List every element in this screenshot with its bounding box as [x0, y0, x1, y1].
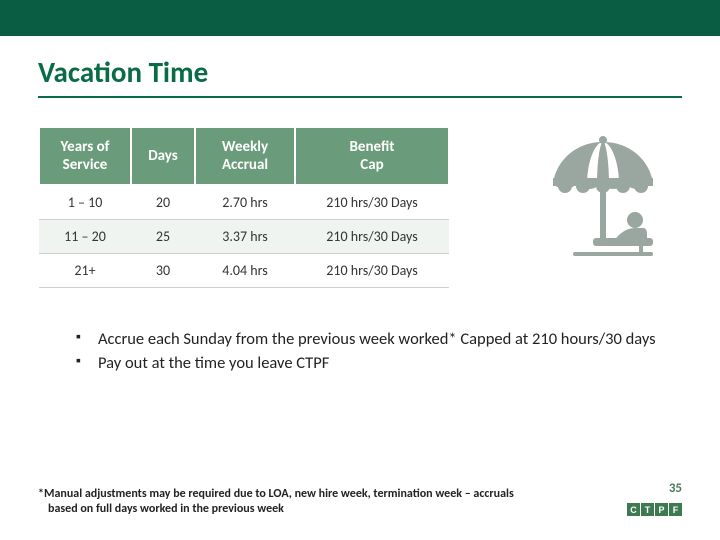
cell-years: 21+	[39, 254, 131, 288]
page-title: Vacation Time	[38, 54, 682, 98]
col-header-cap-l2: Cap	[360, 156, 383, 174]
cell-days: 30	[131, 254, 195, 288]
bullet-list: Accrue each Sunday from the previous wee…	[38, 328, 682, 375]
footnote: *Manual adjustments may be required due …	[38, 487, 578, 518]
cell-days: 20	[131, 185, 195, 220]
logo-letter: T	[641, 503, 654, 516]
col-header-cap-l1: Benefit	[350, 138, 395, 156]
col-header-accrual-l2: Accrual	[222, 156, 268, 174]
vacation-table-wrap: Years of Service Days Weekly Accrual Ben…	[38, 126, 450, 288]
cell-accrual: 3.37 hrs	[195, 220, 295, 254]
col-header-days: Days	[131, 127, 195, 185]
logo-letter: P	[655, 503, 668, 516]
ctpf-logo: C T P F	[627, 503, 682, 516]
logo-letter: C	[627, 503, 640, 516]
table-row: 11 – 20 25 3.37 hrs 210 hrs/30 Days	[39, 220, 449, 254]
main-row: Years of Service Days Weekly Accrual Ben…	[38, 126, 682, 288]
cell-cap: 210 hrs/30 Days	[295, 185, 449, 220]
cell-accrual: 4.04 hrs	[195, 254, 295, 288]
col-header-years: Years of Service	[39, 127, 131, 185]
col-header-days-l1: Days	[148, 147, 178, 165]
bullet-item: Pay out at the time you leave CTPF	[76, 352, 682, 374]
table-row: 1 – 10 20 2.70 hrs 210 hrs/30 Days	[39, 185, 449, 220]
col-header-accrual-l1: Weekly	[222, 138, 268, 156]
cell-cap: 210 hrs/30 Days	[295, 220, 449, 254]
vacation-table: Years of Service Days Weekly Accrual Ben…	[38, 126, 450, 288]
footnote-line1: *Manual adjustments may be required due …	[38, 487, 578, 503]
cell-days: 25	[131, 220, 195, 254]
page-number: 35	[669, 481, 682, 496]
beach-umbrella-icon	[468, 126, 663, 269]
table-row: 21+ 30 4.04 hrs 210 hrs/30 Days	[39, 254, 449, 288]
col-header-accrual: Weekly Accrual	[195, 127, 295, 185]
col-header-years-l1: Years of	[61, 138, 110, 156]
slide-content: Vacation Time Years of Service Days Week…	[0, 36, 720, 375]
cell-years: 1 – 10	[39, 185, 131, 220]
cell-accrual: 2.70 hrs	[195, 185, 295, 220]
cell-years: 11 – 20	[39, 220, 131, 254]
col-header-cap: Benefit Cap	[295, 127, 449, 185]
bullet-item: Accrue each Sunday from the previous wee…	[76, 328, 682, 350]
col-header-years-l2: Service	[63, 156, 108, 174]
footnote-line2: based on full days worked in the previou…	[38, 502, 578, 518]
cell-cap: 210 hrs/30 Days	[295, 254, 449, 288]
top-bar	[0, 0, 720, 36]
logo-letter: F	[669, 503, 682, 516]
